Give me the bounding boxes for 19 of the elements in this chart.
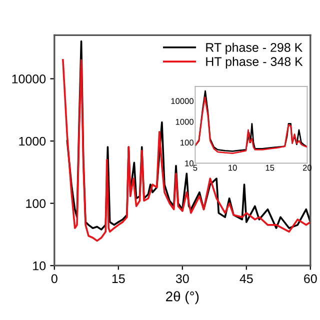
x-tick-label: 15 <box>112 274 125 284</box>
x-tick-label: 5 <box>193 164 198 171</box>
y-tick-label: 10 <box>185 160 194 166</box>
x-tick-label: 15 <box>266 164 274 171</box>
legend-label: RT phase - 298 K <box>206 42 303 54</box>
x-tick-label: 10 <box>228 164 237 171</box>
x-tick-label: 60 <box>304 274 317 284</box>
y-tick-label: 100 <box>26 199 46 208</box>
y-tick-label: 10 <box>33 261 46 270</box>
x-tick-label: 45 <box>240 274 253 284</box>
y-tick-label: 100 <box>180 140 194 146</box>
x-axis-title: 2θ (°) <box>166 291 199 304</box>
x-tick-label: 0 <box>51 274 58 284</box>
legend-label: HT phase - 348 K <box>206 56 303 69</box>
y-tick-label: 10000 <box>12 74 46 84</box>
y-tick-label: 1000 <box>176 118 194 125</box>
x-tick-label: 30 <box>176 274 189 284</box>
y-tick-label: 10000 <box>171 98 194 104</box>
y-tick-label: 1000 <box>19 136 46 146</box>
